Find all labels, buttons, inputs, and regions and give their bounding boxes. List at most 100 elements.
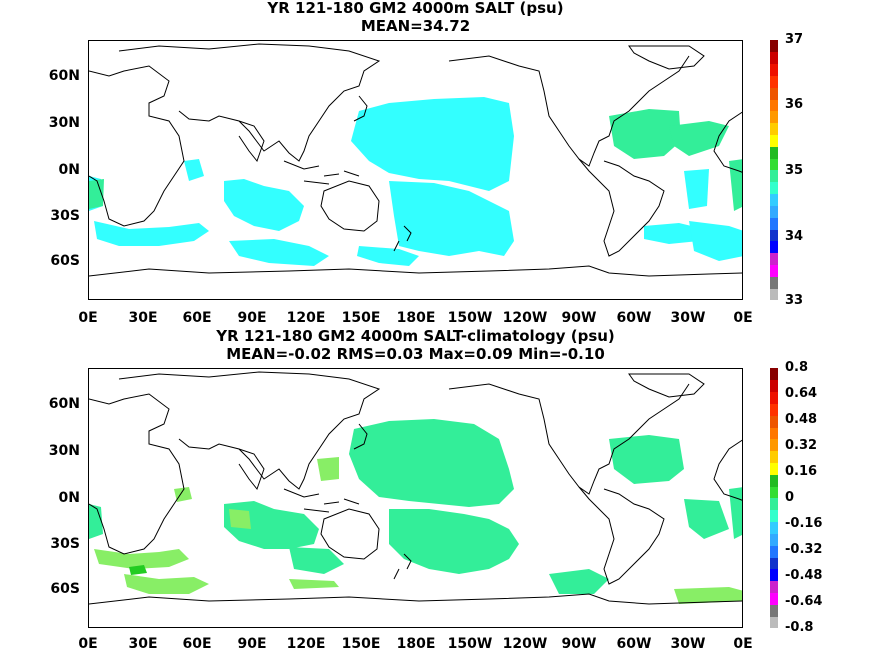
panel2-lon-30w: 30W bbox=[670, 636, 706, 652]
panel1-lon-90w: 90W bbox=[561, 310, 597, 326]
panel2-subtitle: MEAN=-0.02 RMS=0.03 Max=0.09 Min=-0.10 bbox=[226, 345, 605, 363]
colorbar-segment bbox=[770, 498, 778, 511]
panel2-lon-120w: 120W bbox=[502, 636, 548, 652]
colorbar-segment bbox=[770, 438, 778, 452]
colorbar-segment bbox=[770, 415, 778, 428]
colorbar-segment bbox=[770, 122, 778, 136]
panel2-title: YR 121-180 GM2 4000m SALT-climatology (p… bbox=[216, 327, 615, 345]
panel1-lon-30e: 30E bbox=[128, 310, 158, 326]
panel2-lon-150e: 150E bbox=[341, 636, 381, 652]
panel2-colorbar bbox=[770, 368, 778, 629]
panel2-lon-0e: 0E bbox=[78, 636, 98, 652]
panel1-lon-30w: 30W bbox=[670, 310, 706, 326]
panel1-lat-30s: 30S bbox=[50, 208, 80, 224]
panel2-cbar-label-0: 0.8 bbox=[785, 360, 809, 375]
panel1-lon-120w: 120W bbox=[502, 310, 548, 326]
panel1-lon-180e: 180E bbox=[396, 310, 436, 326]
panel1-title: YR 121-180 GM2 4000m SALT (psu) bbox=[267, 0, 564, 17]
panel1-lon-60e: 60E bbox=[182, 310, 212, 326]
colorbar-segment bbox=[770, 181, 778, 195]
colorbar-segment bbox=[770, 533, 778, 546]
panel2-dark-patches bbox=[129, 565, 147, 575]
colorbar-segment bbox=[770, 580, 778, 594]
colorbar-segment bbox=[770, 450, 778, 464]
panel2-map bbox=[88, 368, 743, 628]
panel2-lon-150w: 150W bbox=[447, 636, 493, 652]
panel1-lon-0e-end: 0E bbox=[733, 310, 753, 326]
panel1-lat-60s: 60S bbox=[50, 253, 80, 269]
panel2-anomaly-patches bbox=[89, 419, 742, 594]
colorbar-segment bbox=[770, 486, 778, 499]
panel2-lon-90w: 90W bbox=[561, 636, 597, 652]
panel1-lon-60w: 60W bbox=[616, 310, 652, 326]
panel1-lon-90e: 90E bbox=[237, 310, 267, 326]
panel2-lat-30n: 30N bbox=[48, 443, 80, 459]
colorbar-segment bbox=[770, 462, 778, 475]
panel1-map bbox=[88, 40, 743, 300]
panel2-cbar-label-2: 0.48 bbox=[785, 412, 818, 427]
panel1-subtitle: MEAN=34.72 bbox=[360, 17, 471, 35]
panel1-cbar-label-33: 33 bbox=[785, 293, 804, 308]
panel2-lon-180e: 180E bbox=[396, 636, 436, 652]
colorbar-segment bbox=[770, 545, 778, 558]
panel2-cbar-label-4: 0.16 bbox=[785, 464, 818, 479]
panel1-lon-150w: 150W bbox=[447, 310, 493, 326]
panel2-light-patches bbox=[94, 457, 742, 604]
panel1-lon-150e: 150E bbox=[341, 310, 381, 326]
colorbar-segment bbox=[770, 146, 778, 159]
colorbar-segment bbox=[770, 276, 778, 289]
colorbar-segment bbox=[770, 379, 778, 393]
colorbar-segment bbox=[770, 99, 778, 112]
panel2-cbar-label-3: 0.32 bbox=[785, 438, 818, 453]
colorbar-segment bbox=[770, 87, 778, 100]
panel1-cbar-label-36: 36 bbox=[785, 97, 804, 112]
colorbar-segment bbox=[770, 252, 778, 266]
colorbar-segment bbox=[770, 288, 778, 301]
panel1-cbar-label-35: 35 bbox=[785, 163, 804, 178]
panel1-lat-60n: 60N bbox=[48, 68, 80, 84]
colorbar-segment bbox=[770, 40, 778, 53]
panel1-lon-0e: 0E bbox=[78, 310, 98, 326]
panel1-cbar-label-37: 37 bbox=[785, 32, 804, 47]
colorbar-segment bbox=[770, 616, 778, 629]
colorbar-segment bbox=[770, 217, 778, 230]
panel2-lon-120e: 120E bbox=[286, 636, 326, 652]
panel1-lat-30n: 30N bbox=[48, 115, 80, 131]
colorbar-segment bbox=[770, 170, 778, 183]
colorbar-segment bbox=[770, 521, 778, 534]
panel2-lat-60n: 60N bbox=[48, 396, 80, 412]
panel1-cbar-label-34: 34 bbox=[785, 229, 804, 244]
colorbar-segment bbox=[770, 110, 778, 124]
panel2-cbar-label-7: -0.32 bbox=[785, 542, 823, 557]
panel2-lon-90e: 90E bbox=[237, 636, 267, 652]
colorbar-segment bbox=[770, 63, 778, 76]
panel2-coastlines bbox=[89, 371, 742, 605]
panel2-cbar-label-6: -0.16 bbox=[785, 516, 823, 531]
panel1-salinity-patches bbox=[89, 97, 742, 266]
colorbar-segment bbox=[770, 509, 778, 523]
panel2-cbar-label-8: -0.48 bbox=[785, 568, 823, 583]
colorbar-segment bbox=[770, 403, 778, 416]
panel2-lon-60e: 60E bbox=[182, 636, 212, 652]
colorbar-segment bbox=[770, 474, 778, 487]
colorbar-segment bbox=[770, 240, 778, 254]
colorbar-segment bbox=[770, 604, 778, 617]
panel1-colorbar bbox=[770, 40, 778, 301]
panel2-lon-60w: 60W bbox=[616, 636, 652, 652]
panel2-lon-30e: 30E bbox=[128, 636, 158, 652]
colorbar-segment bbox=[770, 264, 778, 277]
colorbar-segment bbox=[770, 427, 778, 440]
colorbar-segment bbox=[770, 51, 778, 65]
panel2-cbar-label-5: 0 bbox=[785, 490, 795, 505]
panel2-cbar-label-10: -0.8 bbox=[785, 620, 814, 635]
colorbar-segment bbox=[770, 391, 778, 404]
colorbar-segment bbox=[770, 193, 778, 206]
colorbar-segment bbox=[770, 134, 778, 147]
colorbar-segment bbox=[770, 158, 778, 171]
panel2-lat-60s: 60S bbox=[50, 581, 80, 597]
panel1-lon-120e: 120E bbox=[286, 310, 326, 326]
colorbar-segment bbox=[770, 592, 778, 605]
panel1-coastlines bbox=[89, 43, 742, 277]
colorbar-segment bbox=[770, 557, 778, 570]
panel2-lat-30s: 30S bbox=[50, 536, 80, 552]
